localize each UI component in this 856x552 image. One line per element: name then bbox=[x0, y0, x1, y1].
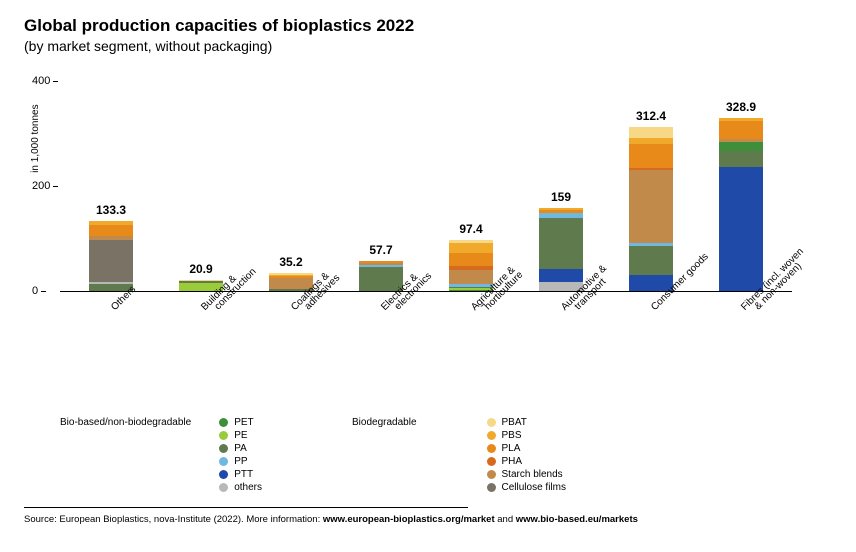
legend: Bio-based/non-biodegradable PET PE PA PP PTT… bbox=[60, 417, 832, 493]
footer-link-a: www.european-bioplastics.org/market bbox=[323, 514, 495, 525]
bar-total-label: 133.3 bbox=[96, 203, 126, 217]
bar-segment bbox=[629, 144, 673, 168]
y-axis-label: in 1,000 tonnes bbox=[30, 104, 41, 172]
legend-swatch bbox=[219, 457, 228, 466]
bar-total-label: 35.2 bbox=[279, 255, 302, 269]
chart-subtitle: (by market segment, without packaging) bbox=[24, 38, 832, 54]
bar-stack bbox=[89, 221, 133, 291]
legend-swatch bbox=[487, 444, 496, 453]
legend-swatch bbox=[219, 431, 228, 440]
legend-label: PLA bbox=[502, 443, 521, 454]
bar-segment bbox=[719, 121, 763, 139]
bar-total-label: 57.7 bbox=[369, 243, 392, 257]
bar-stack bbox=[539, 208, 583, 291]
bar-segment bbox=[89, 240, 133, 282]
legend-item: others bbox=[219, 482, 262, 493]
legend-label: PET bbox=[234, 417, 253, 428]
legend-item: PE bbox=[219, 430, 262, 441]
bar-segment bbox=[539, 269, 583, 282]
legend-swatch bbox=[487, 431, 496, 440]
y-tick: 400 bbox=[32, 75, 50, 87]
legend-swatch bbox=[219, 483, 228, 492]
footer-rule bbox=[24, 507, 468, 508]
bar-total-label: 97.4 bbox=[459, 222, 482, 236]
bar-segment bbox=[629, 170, 673, 244]
legend-group1-label: Bio-based/non-biodegradable bbox=[60, 417, 191, 493]
legend-label: PBS bbox=[502, 430, 522, 441]
legend-item: PTT bbox=[219, 469, 262, 480]
bar-column: 312.4 bbox=[624, 127, 678, 291]
bar-segment bbox=[719, 167, 763, 291]
chart-title: Global production capacities of bioplast… bbox=[24, 16, 832, 36]
legend-item: PET bbox=[219, 417, 262, 428]
legend-item: PHA bbox=[487, 456, 566, 467]
bar-column: 328.9 bbox=[714, 118, 768, 291]
bar-column: 133.3 bbox=[84, 221, 138, 291]
plot-area: 0200400 133.320.935.257.797.4159312.4328… bbox=[60, 82, 792, 292]
legend-label: PTT bbox=[234, 469, 253, 480]
bars-container: 133.3 20.9 35.2 57.7 97.4 159 312.4 328.9 bbox=[60, 82, 792, 291]
bar-segment bbox=[719, 151, 763, 167]
bar-segment bbox=[89, 225, 133, 236]
bar-segment bbox=[449, 243, 493, 252]
bar-segment bbox=[449, 253, 493, 267]
legend-swatch bbox=[487, 483, 496, 492]
bar-total-label: 159 bbox=[551, 190, 571, 204]
legend-group2-items: PBAT PBS PLA PHA Starch blends Cellulose film… bbox=[487, 417, 566, 493]
legend-item: Starch blends bbox=[487, 469, 566, 480]
legend-label: PE bbox=[234, 430, 247, 441]
legend-label: PP bbox=[234, 456, 247, 467]
footer-and: and bbox=[495, 514, 516, 525]
legend-label: Starch blends bbox=[502, 469, 563, 480]
legend-swatch bbox=[487, 418, 496, 427]
bar-segment bbox=[629, 246, 673, 275]
legend-item: PLA bbox=[487, 443, 566, 454]
bar-segment bbox=[539, 218, 583, 269]
bar-stack bbox=[719, 118, 763, 291]
legend-label: PHA bbox=[502, 456, 523, 467]
chart-area: in 1,000 tonnes 0200400 133.320.935.257.… bbox=[60, 82, 792, 332]
bar-total-label: 20.9 bbox=[189, 262, 212, 276]
bar-total-label: 328.9 bbox=[726, 100, 756, 114]
legend-label: others bbox=[234, 482, 262, 493]
legend-swatch bbox=[219, 418, 228, 427]
legend-swatch bbox=[487, 470, 496, 479]
y-tick: 200 bbox=[32, 180, 50, 192]
bar-total-label: 312.4 bbox=[636, 109, 666, 123]
bar-segment bbox=[629, 127, 673, 138]
bar-segment bbox=[449, 270, 493, 285]
legend-group2-label: Biodegradable bbox=[352, 417, 417, 493]
legend-swatch bbox=[219, 470, 228, 479]
legend-swatch bbox=[219, 444, 228, 453]
legend-item: PP bbox=[219, 456, 262, 467]
legend-label: Cellulose films bbox=[502, 482, 566, 493]
legend-item: PA bbox=[219, 443, 262, 454]
y-tick: 0 bbox=[32, 285, 38, 297]
legend-item: PBAT bbox=[487, 417, 566, 428]
bar-column: 159 bbox=[534, 208, 588, 291]
legend-swatch bbox=[487, 457, 496, 466]
x-labels: OthersBuilding &constructionCoatings &ad… bbox=[60, 291, 792, 313]
bar-stack bbox=[629, 127, 673, 291]
legend-label: PA bbox=[234, 443, 247, 454]
legend-group1-items: PET PE PA PP PTT others bbox=[219, 417, 262, 493]
legend-item: Cellulose films bbox=[487, 482, 566, 493]
legend-item: PBS bbox=[487, 430, 566, 441]
footer-link-b: www.bio-based.eu/markets bbox=[516, 514, 638, 525]
footer-source: Source: European Bioplastics, nova-Insti… bbox=[24, 514, 323, 525]
legend-label: PBAT bbox=[502, 417, 527, 428]
bar-segment bbox=[719, 142, 763, 151]
bar-stack bbox=[449, 240, 493, 291]
footer-text: Source: European Bioplastics, nova-Insti… bbox=[24, 514, 832, 525]
